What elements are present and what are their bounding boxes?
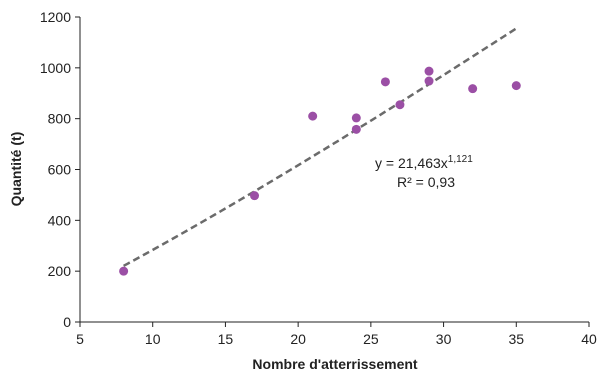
data-point — [308, 111, 318, 121]
power-trendline — [123, 27, 517, 267]
data-point — [119, 266, 129, 276]
x-tick-label: 15 — [218, 331, 234, 347]
y-tick-label: 800 — [48, 111, 72, 127]
x-tick-label: 30 — [436, 331, 452, 347]
data-point — [395, 100, 405, 110]
x-tick-label: 10 — [145, 331, 161, 347]
data-point — [468, 84, 478, 94]
y-tick-label: 0 — [63, 314, 71, 330]
y-tick-label: 600 — [48, 162, 72, 178]
x-axis-title: Nombre d'atterrissement — [252, 356, 417, 372]
trendline-equation: y = 21,463x1,121 — [375, 154, 473, 171]
x-tick-label: 35 — [508, 331, 524, 347]
data-points — [119, 66, 521, 276]
trendline-layer — [123, 27, 517, 267]
y-tick-label: 1200 — [40, 9, 71, 25]
data-point — [351, 113, 361, 123]
x-tick-label: 20 — [290, 331, 306, 347]
equation-prefix: y = 21,463x — [375, 155, 448, 171]
data-point — [380, 77, 390, 87]
equation-exponent: 1,121 — [448, 154, 473, 165]
data-point — [424, 76, 434, 86]
y-tick-label: 1000 — [40, 60, 71, 76]
y-axis-title: Quantité (t) — [8, 132, 24, 207]
y-tick-label: 200 — [48, 263, 72, 279]
data-point — [250, 191, 260, 201]
data-point — [424, 66, 434, 76]
x-tick-label: 40 — [581, 331, 597, 347]
data-point — [351, 124, 361, 134]
x-tick-label: 5 — [76, 331, 84, 347]
data-point — [511, 81, 521, 91]
x-tick-label: 25 — [363, 331, 379, 347]
y-tick-label: 400 — [48, 212, 72, 228]
r-squared-label: R² = 0,93 — [397, 174, 455, 190]
